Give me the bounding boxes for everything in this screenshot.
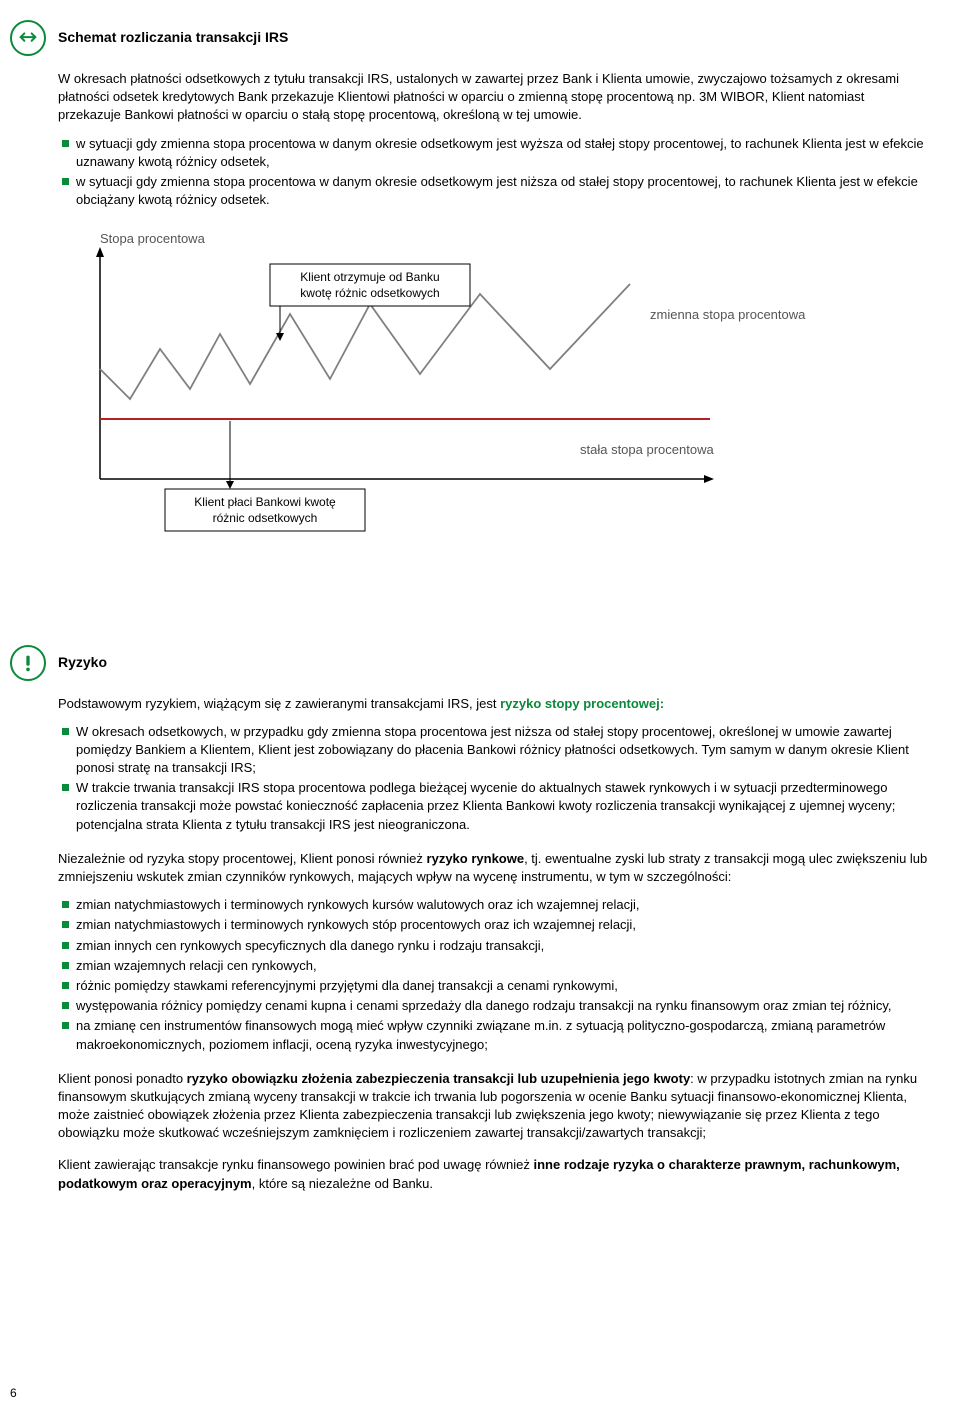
list-item: zmian natychmiastowych i terminowych ryn… [58,896,930,914]
list-item: różnic pomiędzy stawkami referencyjnymi … [58,977,930,995]
text: Niezależnie od ryzyka stopy procentowej,… [58,851,427,866]
section-title: Schemat rozliczania transakcji IRS [58,28,288,48]
risk-para4: Klient zawierając transakcje rynku finan… [58,1156,930,1192]
risk-para2: Niezależnie od ryzyka stopy procentowej,… [58,850,930,886]
risk-bullets-1: W okresach odsetkowych, w przypadku gdy … [58,723,930,834]
list-item: zmian natychmiastowych i terminowych ryn… [58,916,930,934]
risk-bullets-2: zmian natychmiastowych i terminowych ryn… [58,896,930,1054]
risk-para3: Klient ponosi ponadto ryzyko obowiązku z… [58,1070,930,1143]
chart-box-top-l2: kwotę różnic odsetkowych [300,286,439,300]
text: , które są niezależne od Banku. [252,1176,433,1191]
section-title: Ryzyko [58,653,107,673]
risk-intro: Podstawowym ryzykiem, wiążącym się z zaw… [58,695,930,713]
intro-text: W okresach płatności odsetkowych z tytuł… [58,70,930,125]
chart-box-bot-l2: różnic odsetkowych [213,511,318,525]
y-axis-arrow [96,247,104,257]
text: Podstawowym ryzykiem, wiążącym się z zaw… [58,696,500,711]
list-item: zmian innych cen rynkowych specyficznych… [58,937,930,955]
section-header-schema: Schemat rozliczania transakcji IRS [10,20,930,56]
list-item: zmian wzajemnych relacji cen rynkowych, [58,957,930,975]
text: Klient zawierając transakcje rynku finan… [58,1157,533,1172]
list-item: W trakcie trwania transakcji IRS stopa p… [58,779,930,834]
highlight-text: ryzyko stopy procentowej: [500,696,664,711]
y-axis-label: Stopa procentowa [100,231,206,246]
text: Klient ponosi ponadto [58,1071,187,1086]
list-item: w sytuacji gdy zmienna stopa procentowa … [58,173,930,209]
bullet-list-1: w sytuacji gdy zmienna stopa procentowa … [58,135,930,210]
variable-label: zmienna stopa procentowa [650,307,806,322]
exclamation-icon [10,645,46,681]
irs-chart: Stopa procentowa Klient otrzymuje od Ban… [90,229,930,564]
list-item: W okresach odsetkowych, w przypadku gdy … [58,723,930,778]
list-item: w sytuacji gdy zmienna stopa procentowa … [58,135,930,171]
x-axis-arrow [704,475,714,483]
bold-text: ryzyko obowiązku złożenia zabezpieczenia… [187,1071,691,1086]
arrow-bot-head [226,481,234,489]
arrows-icon [10,20,46,56]
list-item: występowania różnicy pomiędzy cenami kup… [58,997,930,1015]
chart-box-top-l1: Klient otrzymuje od Banku [300,270,439,284]
list-item: na zmianę cen instrumentów finansowych m… [58,1017,930,1053]
fixed-label: stała stopa procentowa [580,442,714,457]
section-header-risk: Ryzyko [10,645,930,681]
page-number: 6 [10,1385,17,1402]
bold-text: ryzyko rynkowe [427,851,525,866]
chart-box-bot-l1: Klient płaci Bankowi kwotę [194,495,336,509]
intro-paragraph: W okresach płatności odsetkowych z tytuł… [58,70,930,125]
